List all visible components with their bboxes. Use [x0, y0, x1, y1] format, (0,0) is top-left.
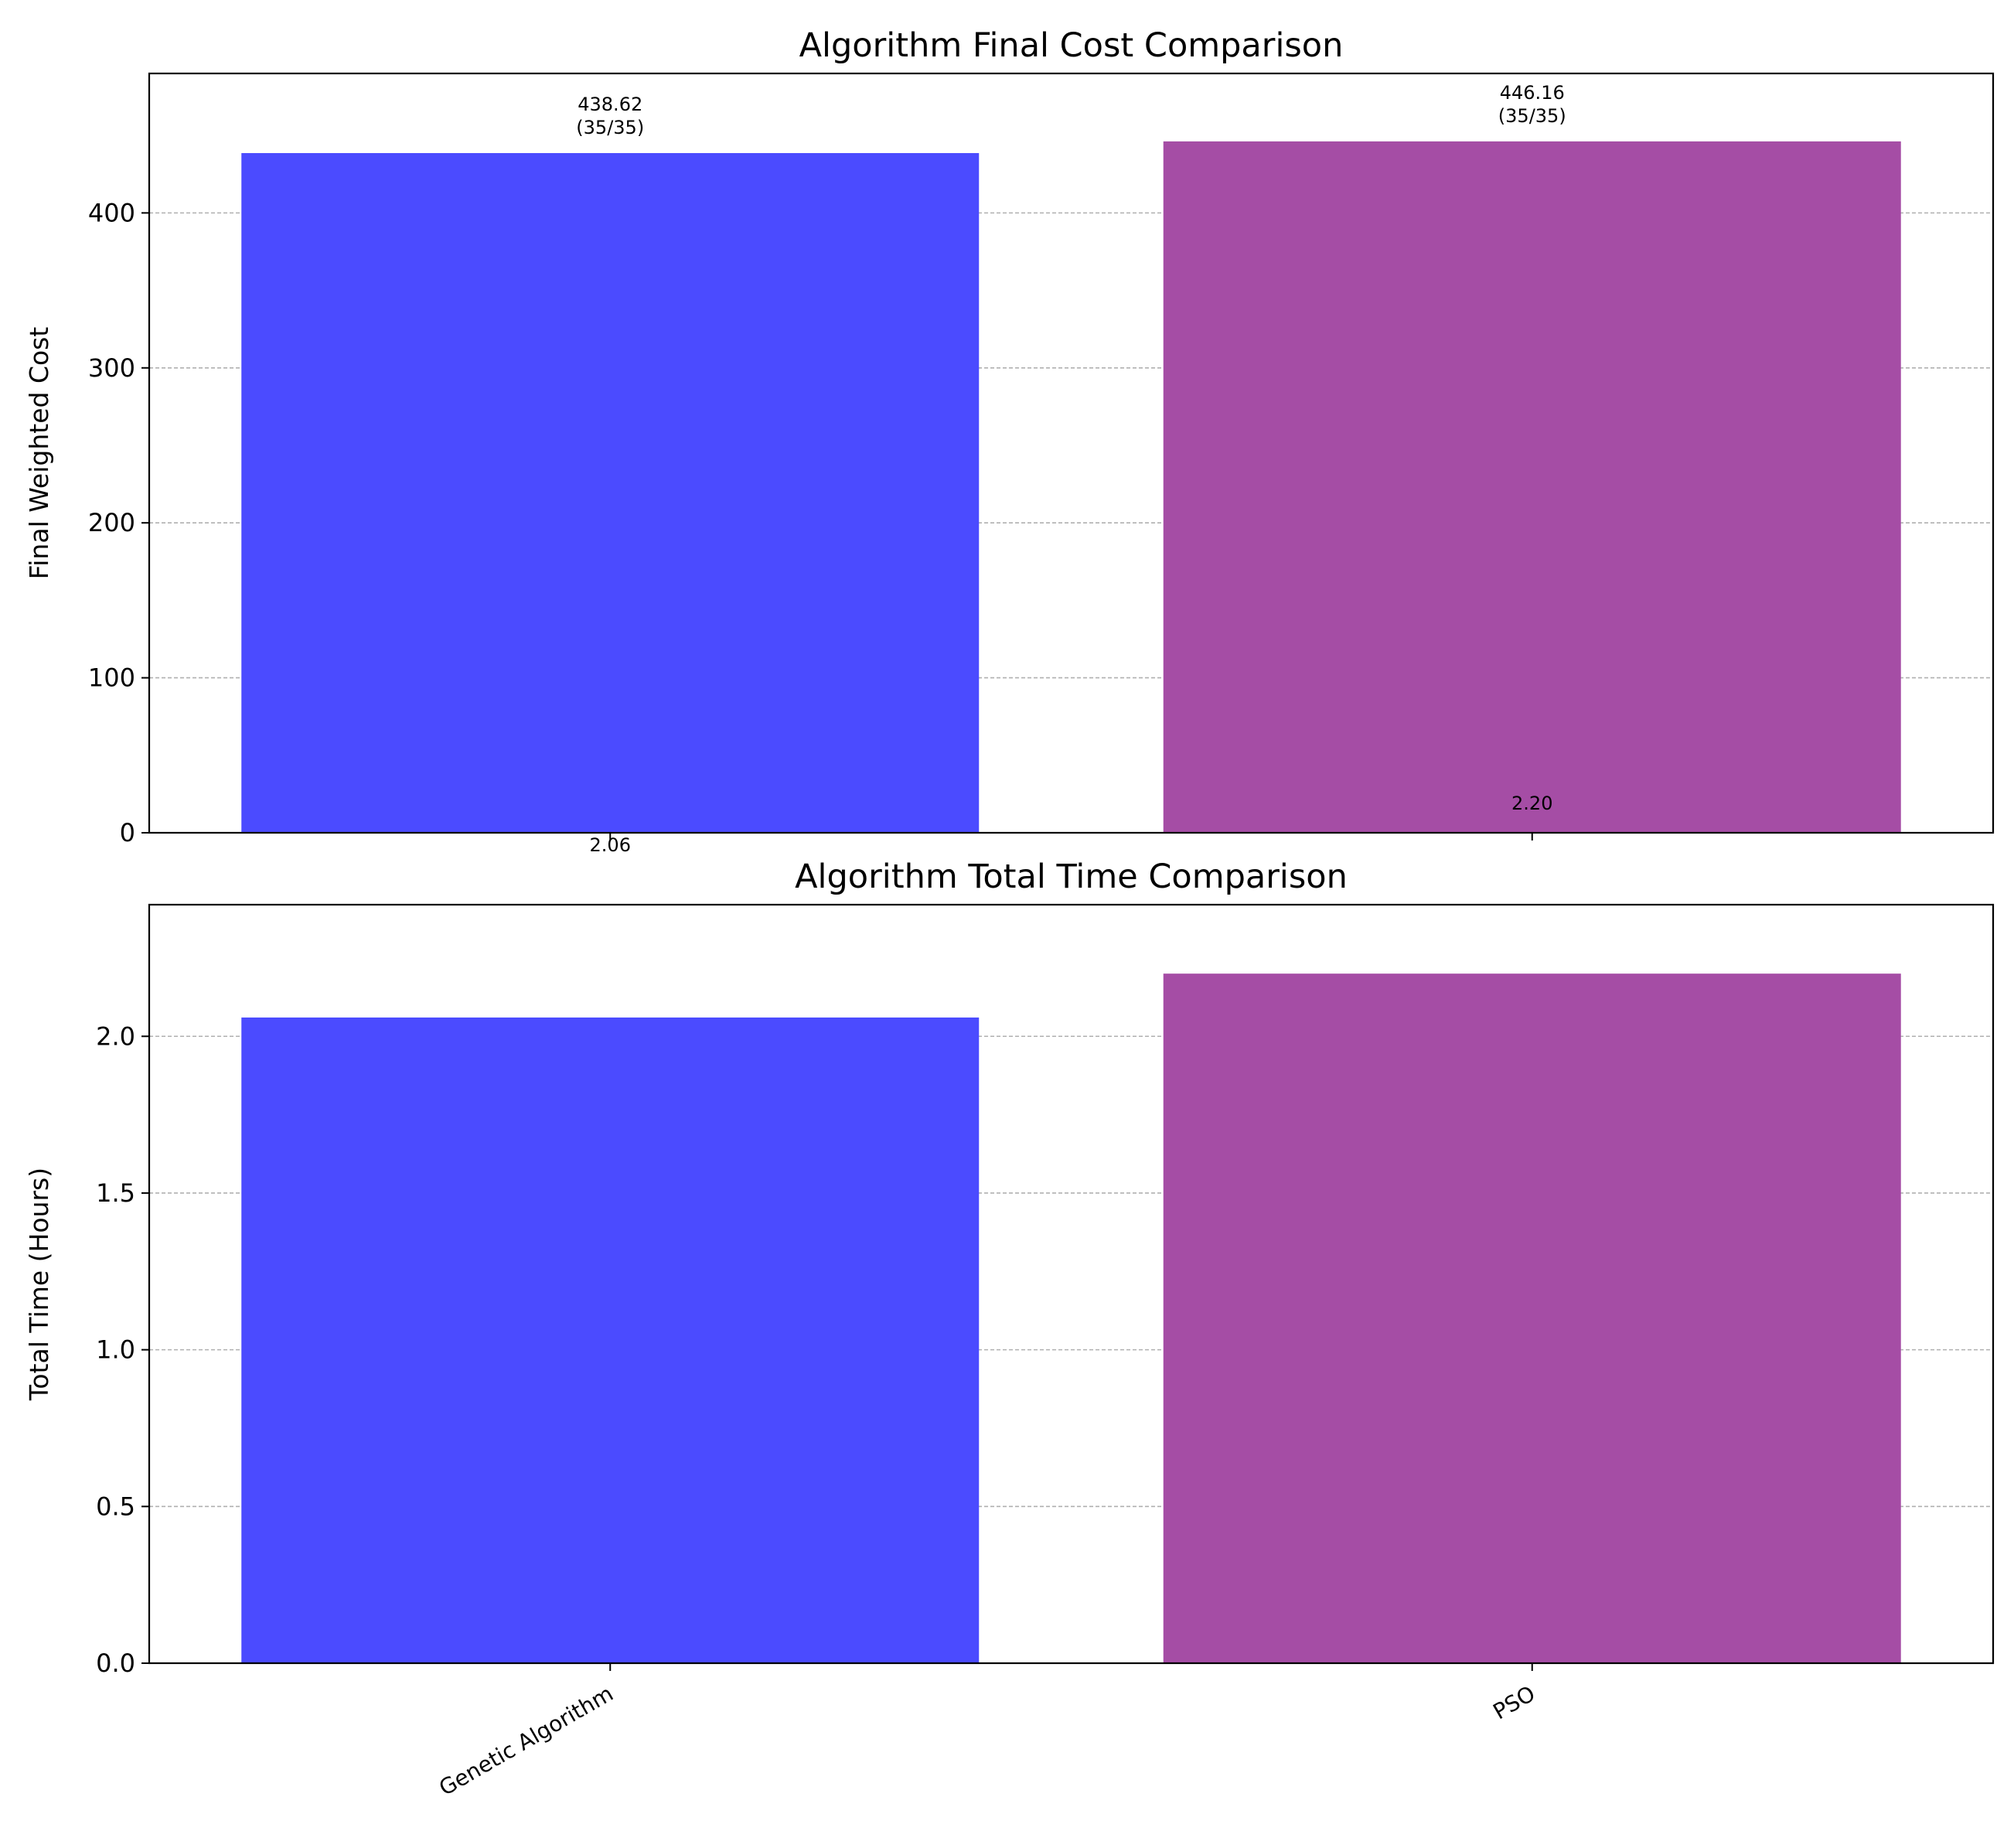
bar-pso	[1163, 141, 1901, 833]
chart-title: Algorithm Total Time Comparison	[795, 858, 1348, 896]
y-tick-label: 2.0	[96, 1021, 135, 1051]
chart-panel-2: 0.0 0.5 1.0 1.5 2.0 Genetic Algorithm PSO Algor…	[24, 858, 1995, 1801]
y-tick-label: 100	[88, 663, 135, 693]
bar-genetic-algorithm	[241, 152, 980, 833]
data-label: 2.20	[1511, 793, 1552, 814]
data-label: (35/35)	[1498, 105, 1566, 127]
bar-pso	[1163, 973, 1901, 1663]
y-axis-label: Total Time (Hours)	[24, 1168, 54, 1401]
data-label: 446.16	[1500, 82, 1565, 104]
axes-frame	[148, 72, 1995, 834]
bar-genetic-algorithm	[241, 1017, 980, 1663]
data-label: 2.06	[590, 834, 631, 856]
data-label: (35/35)	[576, 117, 644, 138]
y-tick-label: 1.0	[96, 1335, 135, 1365]
y-tick-label: 400	[88, 198, 135, 227]
data-label: 438.62	[578, 94, 642, 115]
y-axis-label: Final Weighted Cost	[24, 327, 54, 580]
y-tick-label: 0.5	[96, 1492, 135, 1521]
y-tick-label: 0.0	[96, 1649, 135, 1678]
x-tick-label: Genetic Algorithm	[434, 1680, 618, 1801]
chart-title: Algorithm Final Cost Comparison	[799, 26, 1344, 65]
chart-panel-1: 0 100 200 300 400 Algorithm Final Cost Compar…	[24, 26, 1995, 847]
axes-frame	[148, 903, 1995, 1665]
y-tick-label: 200	[88, 508, 135, 537]
y-tick-label: 0	[120, 818, 135, 847]
y-tick-label: 1.5	[96, 1178, 135, 1208]
y-tick-label: 300	[88, 353, 135, 383]
x-tick-label: PSO	[1489, 1680, 1540, 1724]
